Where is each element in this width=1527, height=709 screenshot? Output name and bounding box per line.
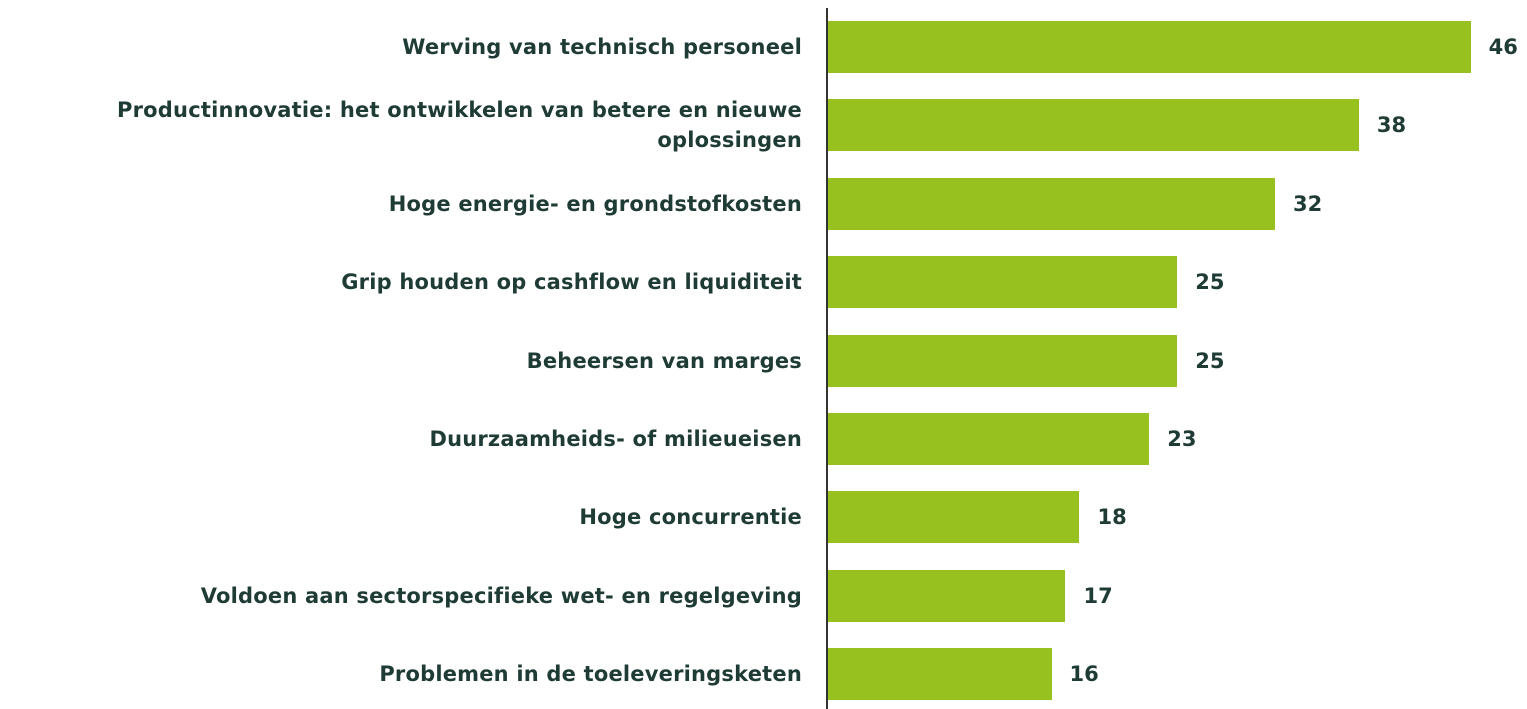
value-label: 25: [1195, 270, 1225, 295]
value-label: 46: [1488, 35, 1518, 59]
bar: [828, 256, 1178, 309]
bar: [828, 648, 1052, 701]
bar: [828, 569, 1066, 622]
category-label: Productinnovatie: het ontwikkelen van be…: [117, 98, 802, 153]
category-label: Hoge concurrentie: [579, 505, 802, 530]
axis-line: [826, 8, 828, 709]
bar: [828, 99, 1359, 152]
category-label: Beheersen van marges: [526, 348, 802, 373]
category-label: Duurzaamheids- of milieueisen: [429, 427, 802, 451]
bar: [828, 177, 1276, 230]
value-label: 18: [1097, 505, 1127, 530]
value-label: 32: [1293, 191, 1323, 216]
value-label: 23: [1167, 427, 1197, 451]
value-label: 38: [1376, 113, 1407, 138]
value-label: 25: [1195, 348, 1225, 373]
bar: [828, 491, 1080, 544]
category-label: Grip houden op cashflow en liquiditeit: [341, 270, 802, 295]
category-label: Werving van technisch personeel: [402, 35, 802, 59]
value-label: 17: [1083, 583, 1113, 608]
value-label: 16: [1069, 662, 1099, 687]
bar: [828, 21, 1471, 73]
category-label: Voldoen aan sectorspecifieke wet- en reg…: [200, 583, 802, 608]
category-label: Hoge energie- en grondstofkosten: [388, 191, 802, 216]
bar: [828, 413, 1150, 465]
category-label: Problemen in de toeleveringsketen: [379, 662, 802, 687]
bar: [828, 334, 1178, 387]
